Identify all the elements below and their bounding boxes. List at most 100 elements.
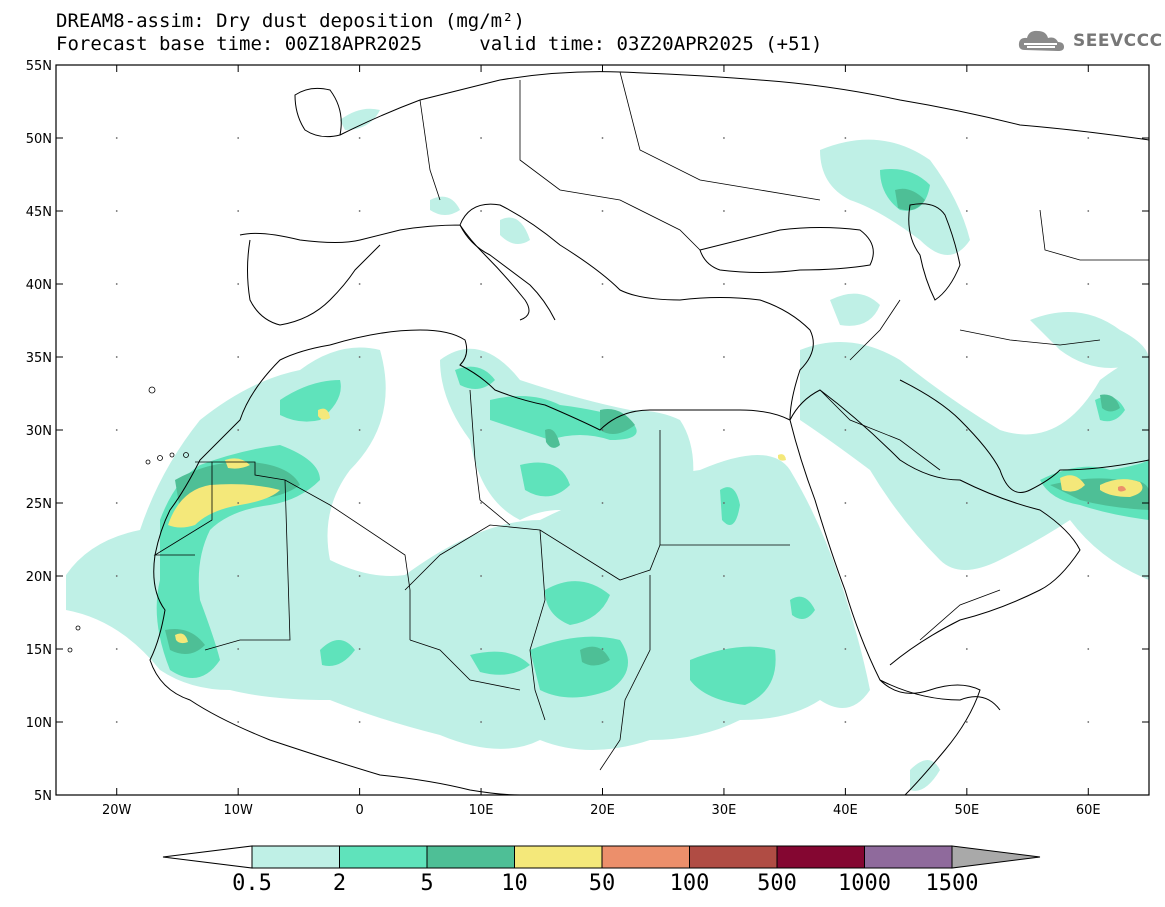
colorbar-segment <box>689 845 778 869</box>
grid-dot <box>723 648 725 650</box>
lon-label: 40E <box>833 803 858 818</box>
grid-dot <box>358 575 361 577</box>
grid-dot <box>480 356 482 358</box>
lon-label: 10W <box>223 803 253 818</box>
grid-dot <box>115 502 118 504</box>
grid-dot <box>237 283 240 285</box>
grid-dot <box>723 721 725 723</box>
lon-label: 10E <box>469 803 494 818</box>
grid-dot <box>1087 648 1090 650</box>
grid-dot <box>1087 137 1090 139</box>
seevccc-logo: SEEVCCC <box>1017 26 1163 56</box>
colorbar-segment <box>426 845 515 869</box>
grid-dot <box>237 502 240 504</box>
grid-dot <box>480 429 482 431</box>
grid-dot <box>1087 721 1090 723</box>
lat-label: 10N <box>26 716 52 731</box>
grid-dot <box>115 721 118 723</box>
grid-dot <box>115 283 118 285</box>
grid-dot <box>237 648 240 650</box>
lat-label: 40N <box>26 278 52 293</box>
grid-dot <box>358 210 361 212</box>
logo-text: SEEVCCC <box>1073 31 1163 51</box>
coastline-uk <box>294 87 342 138</box>
grid-dot <box>358 356 361 358</box>
colorbar-label: 5 <box>420 871 433 896</box>
grid-dot <box>601 721 604 723</box>
coastline-red-sea <box>789 419 981 795</box>
grid-dot <box>965 356 968 358</box>
lat-label: 25N <box>26 497 52 512</box>
lat-label: 30N <box>26 424 52 439</box>
longitude-axis: 20W 10W 0 10E 20E 30E 40E 50E 60E <box>102 65 1101 818</box>
colorbar-segment <box>251 845 340 869</box>
grid-dot <box>965 283 968 285</box>
latitude-axis: 55N 50N 45N 40N 35N 30N 25N 20N 15N 10N 5N <box>26 59 1149 804</box>
grid-dot <box>965 429 968 431</box>
lat-label: 55N <box>26 59 52 74</box>
grid-dot <box>480 210 482 212</box>
grid-dot <box>965 137 968 139</box>
grid-dot <box>358 283 361 285</box>
lon-label: 60E <box>1076 803 1101 818</box>
colorbar-under-arrow <box>162 845 253 869</box>
grid-dot <box>1087 575 1090 577</box>
lon-label: 20W <box>102 803 132 818</box>
map-subtitle: Forecast base time: 00Z18APR2025 valid t… <box>56 33 822 55</box>
grid-dot <box>844 721 847 723</box>
grid-dot <box>601 356 604 358</box>
grid-dot <box>115 137 118 139</box>
colorbar-segment <box>776 845 865 869</box>
grid-dot <box>601 575 604 577</box>
grid-dot <box>237 210 240 212</box>
colorbar-label: 1500 <box>926 871 979 896</box>
lat-label: 15N <box>26 643 52 658</box>
grid-dot <box>844 648 847 650</box>
grid-dot <box>965 575 968 577</box>
coastline-west-africa <box>149 344 521 795</box>
grid-dot <box>237 137 240 139</box>
coastline-iberia <box>247 239 381 326</box>
grid-dot <box>358 137 361 139</box>
grid-dot <box>1087 356 1090 358</box>
grid-dot <box>601 283 604 285</box>
grid-dot <box>1087 283 1090 285</box>
colorbar-segment <box>864 845 953 869</box>
grid-dot <box>723 502 725 504</box>
country-borders <box>153 71 1149 771</box>
grid-dot <box>358 721 361 723</box>
dust-level-50-100 <box>1118 486 1126 492</box>
colorbar-label: 100 <box>670 871 710 896</box>
grid-dot <box>480 137 482 139</box>
colorbar-segment <box>601 845 690 869</box>
grid-dot <box>844 502 847 504</box>
lat-label: 35N <box>26 351 52 366</box>
grid-dot <box>601 429 604 431</box>
lat-label: 20N <box>26 570 52 585</box>
coastline-north-europe <box>339 71 1149 141</box>
lon-label: 20E <box>590 803 615 818</box>
lon-label: 30E <box>712 803 737 818</box>
colorbar-segment <box>339 845 428 869</box>
grid-dot <box>723 210 725 212</box>
grid-dots <box>115 137 1090 723</box>
grid-dot <box>723 429 725 431</box>
islands <box>67 386 189 653</box>
valid-time: valid time: 03Z20APR2025 (+51) <box>479 33 823 55</box>
coastline-somalia <box>879 679 1001 711</box>
grid-dot <box>358 502 361 504</box>
grid-dot <box>1087 429 1090 431</box>
grid-dot <box>237 721 240 723</box>
cloud-icon <box>1018 30 1064 51</box>
grid-dot <box>965 648 968 650</box>
grid-dot <box>601 137 604 139</box>
grid-dot <box>844 575 847 577</box>
grid-dot <box>237 356 240 358</box>
grid-dot <box>723 137 725 139</box>
colorbar-over-arrow <box>951 845 1041 869</box>
coastline-italy <box>459 224 530 321</box>
grid-dot <box>115 575 118 577</box>
grid-dot <box>480 721 482 723</box>
grid-dot <box>480 575 482 577</box>
grid-dot <box>115 356 118 358</box>
